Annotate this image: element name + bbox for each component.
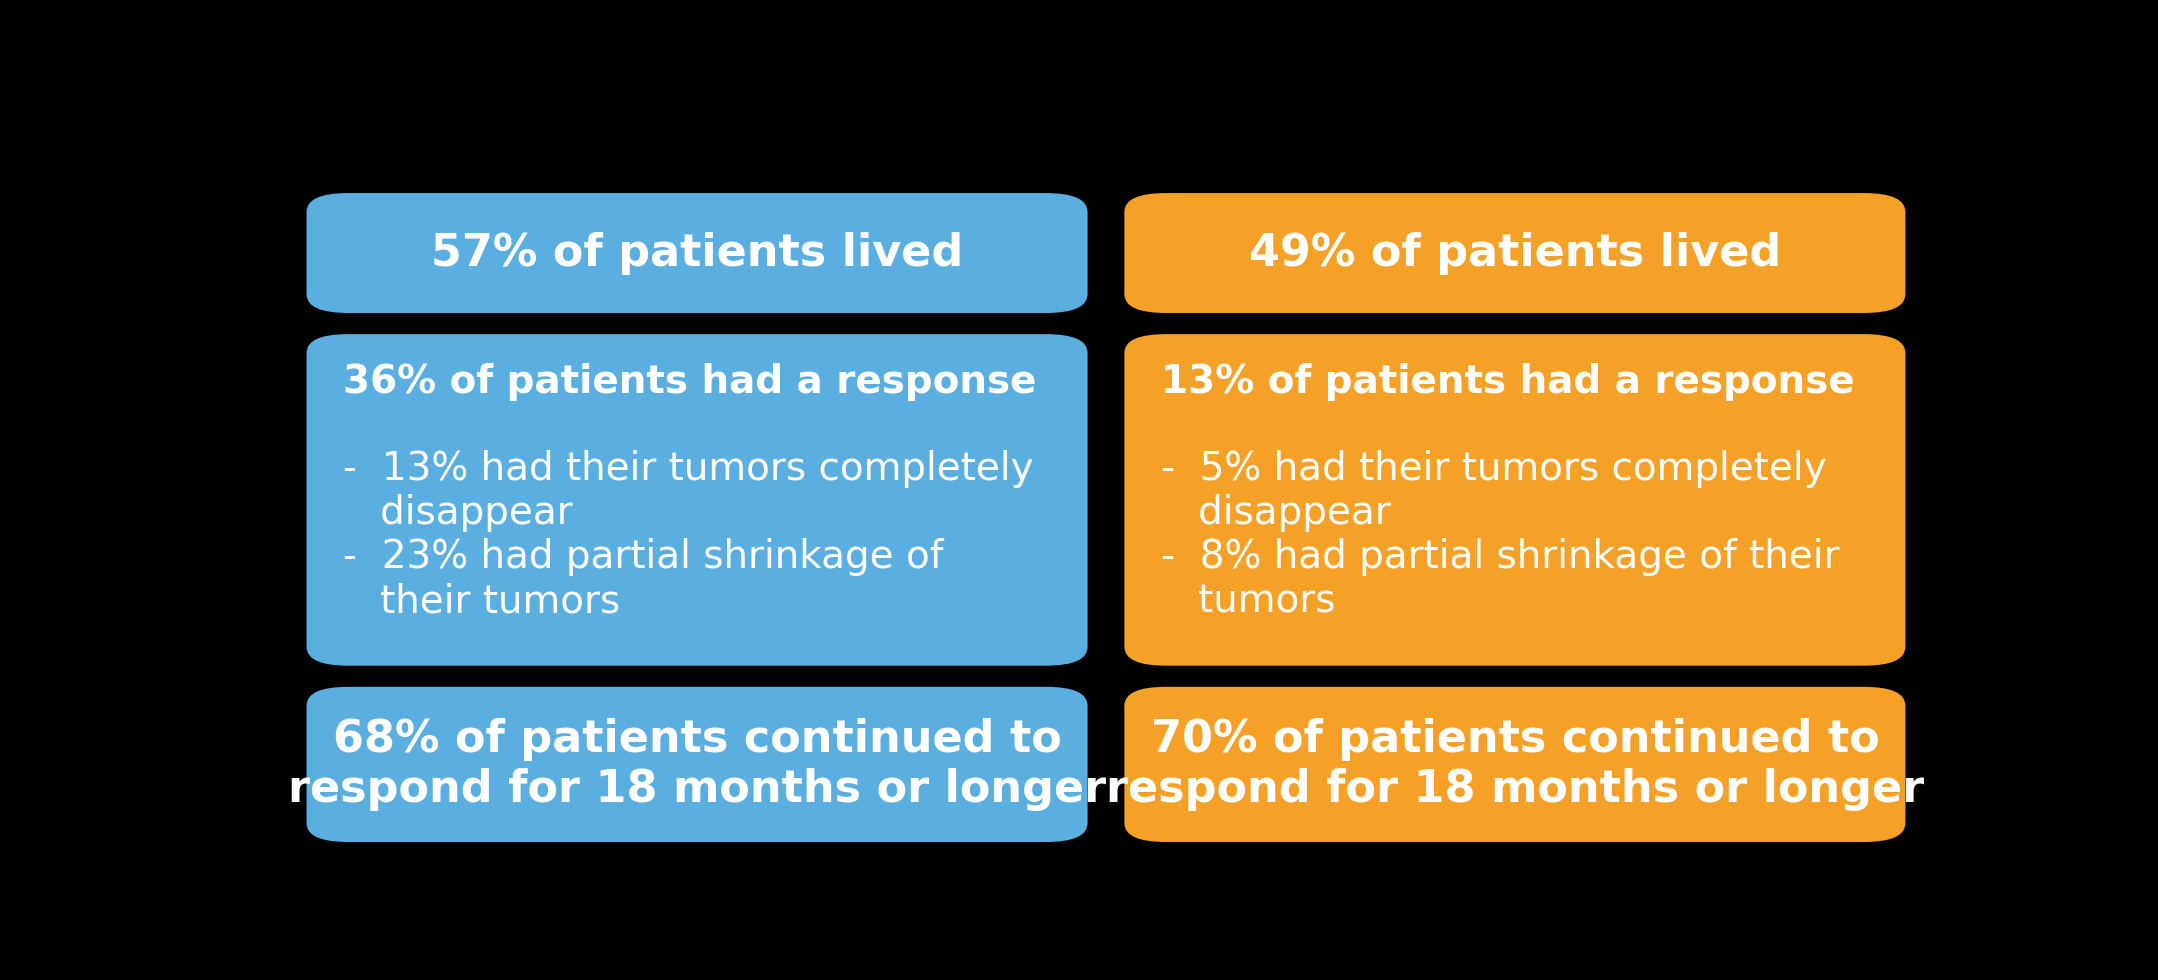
FancyBboxPatch shape <box>306 687 1088 842</box>
Text: 36% of patients had a response: 36% of patients had a response <box>343 363 1036 401</box>
Text: 49% of patients lived: 49% of patients lived <box>1249 231 1780 274</box>
Text: 13% of patients had a response: 13% of patients had a response <box>1161 363 1854 401</box>
FancyBboxPatch shape <box>1124 334 1906 665</box>
Text: 68% of patients continued to
respond for 18 months or longer: 68% of patients continued to respond for… <box>287 718 1107 810</box>
Text: -  13% had their tumors completely
   disappear
-  23% had partial shrinkage of
: - 13% had their tumors completely disapp… <box>343 407 1034 620</box>
FancyBboxPatch shape <box>306 193 1088 313</box>
Text: 57% of patients lived: 57% of patients lived <box>432 231 962 274</box>
FancyBboxPatch shape <box>306 334 1088 665</box>
Text: -  5% had their tumors completely
   disappear
-  8% had partial shrinkage of th: - 5% had their tumors completely disappe… <box>1161 407 1839 620</box>
Text: 70% of patients continued to
respond for 18 months or longer: 70% of patients continued to respond for… <box>1105 718 1925 810</box>
FancyBboxPatch shape <box>1124 687 1906 842</box>
FancyBboxPatch shape <box>1124 193 1906 313</box>
